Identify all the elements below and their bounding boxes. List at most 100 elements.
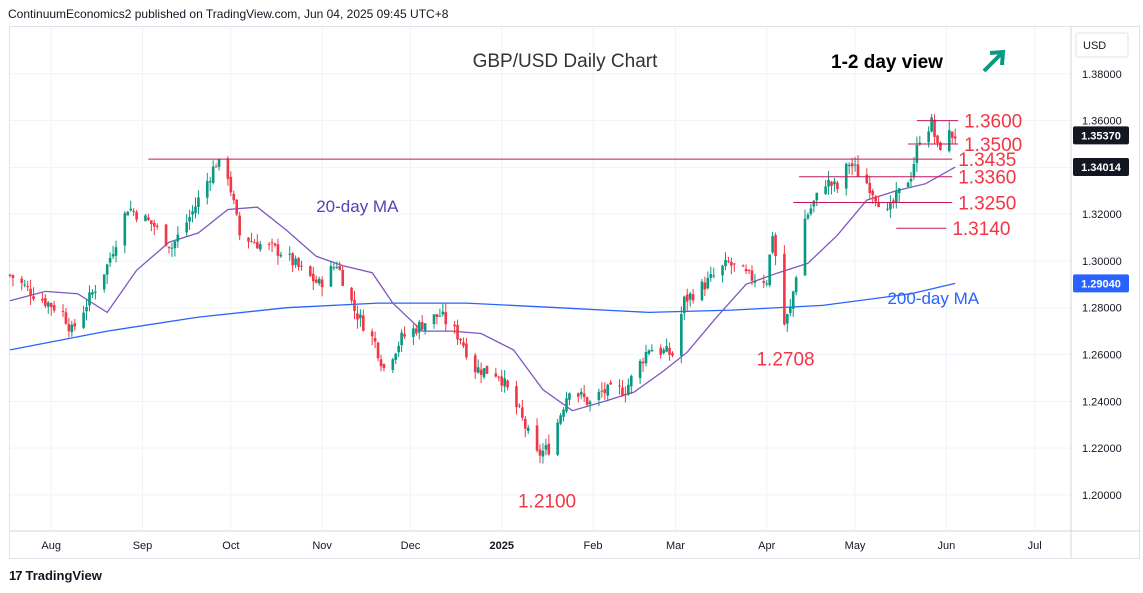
candle-body bbox=[844, 163, 848, 189]
candle-body bbox=[915, 145, 919, 163]
candle-body bbox=[641, 361, 645, 364]
candle-body bbox=[606, 384, 610, 396]
candle-body bbox=[102, 274, 106, 290]
candle-body bbox=[258, 244, 262, 250]
candle-body bbox=[868, 182, 872, 194]
candle-body bbox=[703, 282, 707, 290]
candle-body bbox=[82, 312, 85, 328]
candle-body bbox=[671, 352, 674, 356]
candle-body bbox=[521, 407, 524, 418]
candle-body bbox=[582, 393, 586, 398]
candle-body bbox=[341, 269, 345, 286]
candle-body bbox=[803, 218, 807, 276]
x-tick-label: Feb bbox=[584, 540, 603, 552]
candle-body bbox=[379, 359, 383, 367]
candle-body bbox=[473, 355, 477, 373]
candle-body bbox=[191, 211, 194, 215]
candle-body bbox=[229, 176, 233, 193]
candle-body bbox=[765, 283, 769, 285]
candle-body bbox=[311, 273, 315, 282]
candle-body bbox=[894, 190, 898, 204]
candle-body bbox=[197, 197, 200, 208]
candle-body bbox=[23, 284, 27, 286]
ma200-layer bbox=[9, 282, 956, 351]
candle-body bbox=[370, 331, 374, 337]
candle-body bbox=[936, 135, 939, 143]
candle-body bbox=[155, 225, 159, 227]
y-tick-label: 1.26000 bbox=[1082, 350, 1122, 362]
x-tick-label: May bbox=[845, 540, 866, 552]
candle-body bbox=[889, 201, 892, 210]
candle-body bbox=[73, 323, 77, 327]
candle-body bbox=[809, 208, 813, 214]
candle-body bbox=[733, 263, 736, 265]
candle-body bbox=[176, 234, 180, 242]
candle-body bbox=[603, 389, 607, 394]
ma200-line bbox=[9, 282, 956, 351]
candle-body bbox=[64, 312, 68, 324]
candle-body bbox=[535, 425, 539, 451]
candle-body bbox=[297, 258, 300, 267]
candle-body bbox=[300, 265, 303, 267]
candle-body bbox=[523, 418, 527, 429]
candle-body bbox=[892, 200, 895, 203]
candles bbox=[8, 114, 957, 464]
candle-body bbox=[435, 314, 439, 317]
candle-body bbox=[544, 445, 548, 450]
candle-body bbox=[247, 237, 250, 242]
candle-body bbox=[950, 131, 954, 138]
candle-body bbox=[188, 216, 191, 222]
candle-body bbox=[865, 174, 869, 184]
candle-body bbox=[783, 253, 786, 325]
candle-body bbox=[877, 202, 880, 207]
candle-body bbox=[682, 296, 686, 314]
candle-body bbox=[238, 215, 241, 236]
x-tick-label: Jun bbox=[937, 540, 955, 552]
candle-body bbox=[750, 270, 754, 281]
level-label: 1.3360 bbox=[958, 168, 1016, 189]
candle-body bbox=[953, 136, 957, 139]
candle-body bbox=[518, 405, 521, 407]
candle-body bbox=[288, 253, 292, 255]
price-badge bbox=[1073, 126, 1129, 145]
x-tick-label: Sep bbox=[133, 540, 153, 552]
candle-body bbox=[565, 398, 568, 412]
candle-body bbox=[609, 382, 612, 385]
candle-body bbox=[376, 342, 380, 359]
candle-body bbox=[276, 244, 280, 256]
candle-body bbox=[453, 324, 456, 327]
candle-body bbox=[20, 278, 24, 284]
candle-body bbox=[624, 393, 627, 395]
x-tick-label: Jul bbox=[1028, 540, 1042, 552]
candle-body bbox=[762, 280, 766, 283]
tradingview-logo[interactable]: 17 TradingView bbox=[9, 568, 102, 583]
y-tick-label: 1.32000 bbox=[1082, 209, 1122, 221]
candle-body bbox=[465, 343, 468, 358]
candle-body bbox=[771, 236, 774, 253]
candle-body bbox=[44, 298, 47, 306]
candle-body bbox=[400, 332, 403, 346]
ma-label: 20-day MA bbox=[316, 197, 399, 216]
candle-body bbox=[744, 268, 748, 272]
candle-body bbox=[918, 142, 922, 144]
texts: 1.2708 1.2100 20-day MA 200-day MA GBP/USD D… bbox=[316, 49, 1006, 513]
candle-body bbox=[856, 164, 860, 177]
candle-body bbox=[438, 315, 442, 317]
candle-body bbox=[827, 179, 830, 187]
candle-body bbox=[253, 242, 256, 244]
candle-body bbox=[294, 258, 297, 265]
candle-body bbox=[279, 254, 283, 257]
candle-body bbox=[256, 242, 259, 249]
candle-body bbox=[847, 164, 851, 167]
currency-box bbox=[1075, 32, 1129, 58]
x-tick-label: Aug bbox=[41, 540, 61, 552]
candle-body bbox=[335, 266, 339, 268]
candle-body bbox=[830, 181, 833, 186]
candle-body bbox=[788, 307, 792, 314]
candle-body bbox=[108, 257, 112, 263]
candle-body bbox=[541, 450, 545, 457]
candle-body bbox=[662, 349, 665, 354]
candle-body bbox=[235, 199, 239, 215]
